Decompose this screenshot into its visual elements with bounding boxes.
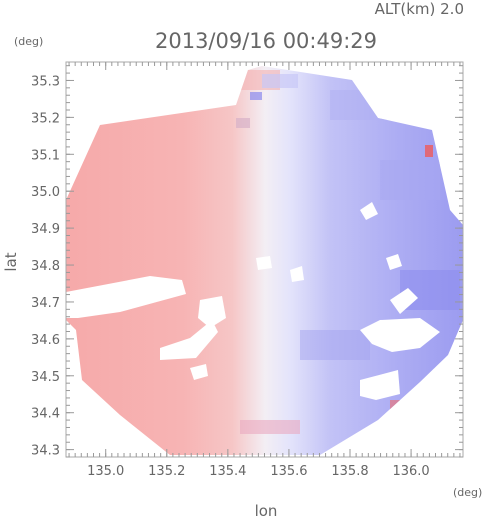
x-unit-label: (deg) [453, 486, 482, 499]
x-tick-label: 135.0 [87, 464, 124, 479]
y-tick-label: 34.8 [31, 259, 60, 274]
y-tick-label: 34.7 [31, 296, 60, 311]
y-tick-label: 35.2 [31, 111, 60, 126]
y-tick-label: 34.9 [31, 222, 60, 237]
y-tick-label: 34.4 [31, 407, 60, 422]
x-tick-label: 136.0 [392, 464, 429, 479]
y-tick-label: 35.1 [31, 148, 60, 163]
y-axis-label: lat [2, 252, 20, 271]
y-unit-label: (deg) [14, 35, 43, 48]
y-tick-label: 34.5 [31, 370, 60, 385]
y-tick-label: 35.0 [31, 185, 60, 200]
y-tick-label: 35.3 [31, 74, 60, 89]
radar-echo [66, 66, 463, 455]
x-tick-label: 135.2 [148, 464, 185, 479]
x-tick-label: 135.4 [209, 464, 246, 479]
x-tick-label: 135.6 [270, 464, 307, 479]
y-ticks: 35.3 35.2 35.1 35.0 34.9 34.8 34.7 34.6 34.5 34.4… [31, 65, 463, 459]
y-tick-label: 34.6 [31, 333, 60, 348]
x-axis-label: lon [255, 502, 278, 520]
y-tick-label: 34.3 [31, 444, 60, 459]
altitude-label: ALT(km) 2.0 [375, 0, 464, 18]
x-tick-label: 135.8 [331, 464, 368, 479]
chart-title: 2013/09/16 00:49:29 [155, 29, 377, 53]
x-ticks: 135.0 135.2 135.4 135.6 135.8 136.0 [68, 62, 461, 479]
